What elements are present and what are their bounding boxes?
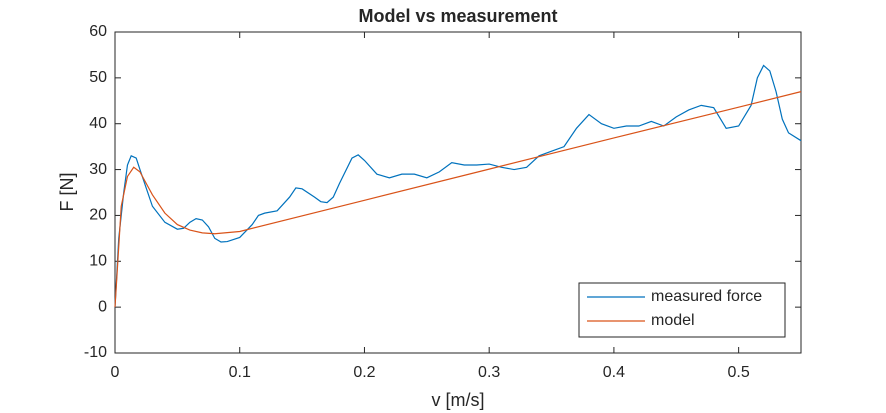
x-axis-label: v [m/s] — [432, 390, 485, 410]
y-tick-label: 60 — [89, 23, 107, 40]
chart-title: Model vs measurement — [358, 6, 557, 26]
x-tick-label: 0.4 — [603, 364, 625, 381]
series-line — [114, 91, 802, 308]
x-tick-label: 0.2 — [353, 364, 375, 381]
legend-label: model — [651, 312, 695, 329]
y-tick-label: 20 — [89, 207, 107, 224]
y-tick-label: 30 — [89, 161, 107, 178]
y-tick-label: 0 — [98, 298, 107, 315]
legend-box — [578, 282, 786, 338]
x-tick-label: 0.1 — [229, 364, 251, 381]
y-tick-label: 40 — [89, 115, 107, 132]
y-axis-label: F [N] — [57, 173, 77, 212]
series-line — [114, 64, 802, 308]
y-tick-label: -10 — [84, 344, 107, 361]
x-tick-label: 0 — [111, 364, 120, 381]
legend-label: measured force — [651, 288, 762, 305]
x-tick-label: 0.3 — [478, 364, 500, 381]
y-tick-label: 50 — [89, 69, 107, 86]
plot-frame — [114, 31, 802, 354]
x-tick-label: 0.5 — [728, 364, 750, 381]
y-tick-label: 10 — [89, 253, 107, 270]
